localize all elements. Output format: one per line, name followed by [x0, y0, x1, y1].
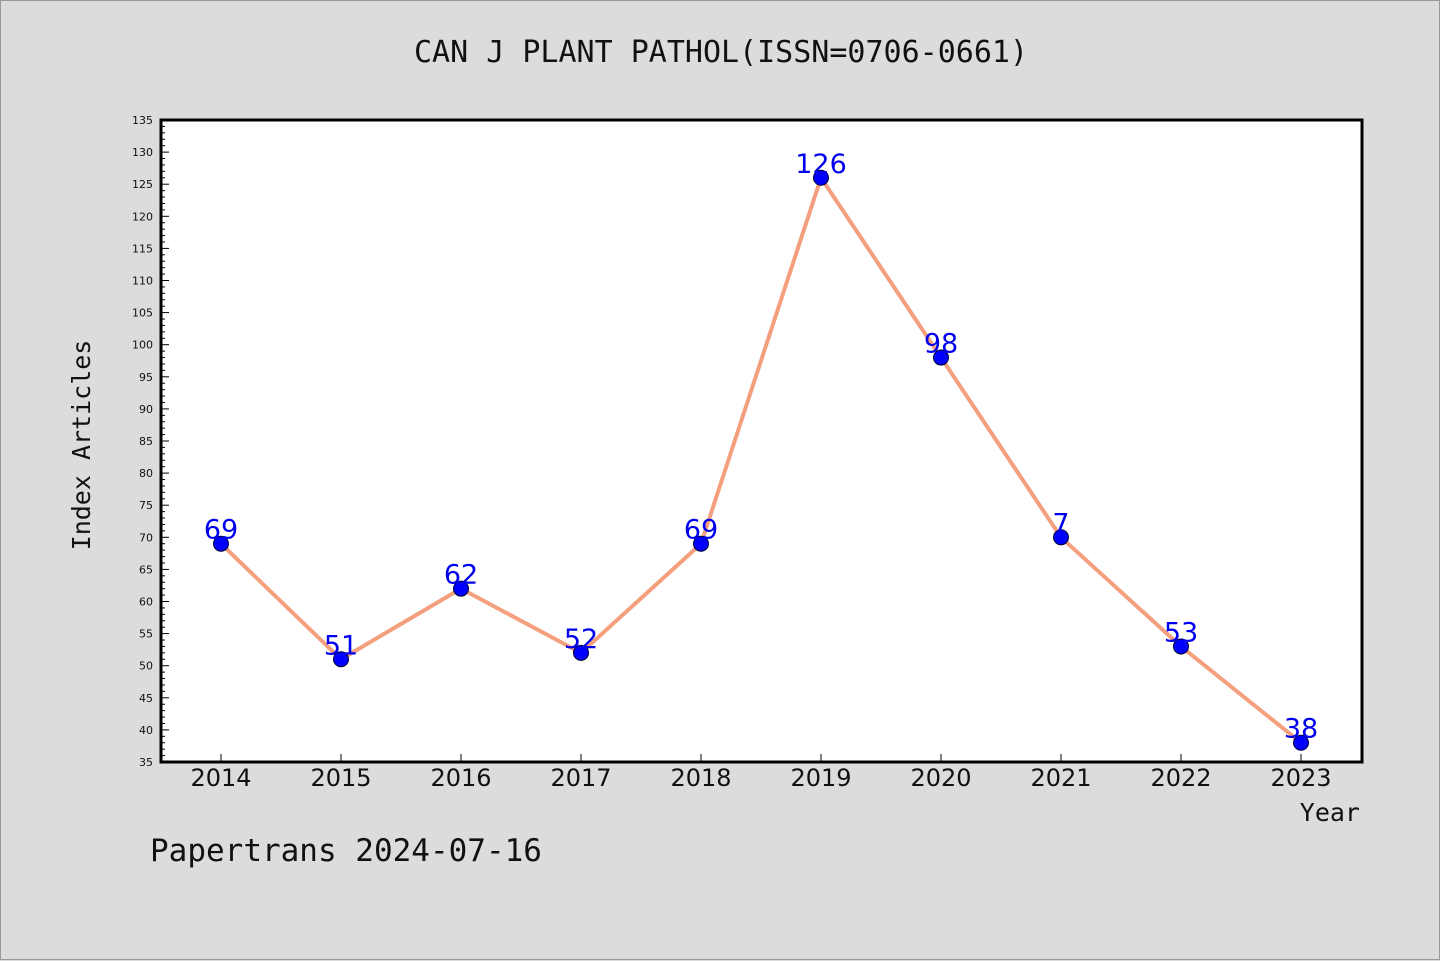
series-line [219, 175, 1303, 745]
data-label: 52 [564, 624, 598, 655]
data-point [213, 535, 229, 552]
x-axis-label: Year [1300, 798, 1360, 827]
x-tick-label: 2019 [790, 764, 851, 792]
data-point [693, 535, 709, 552]
y-tick-label: 105 [132, 307, 153, 320]
data-label: 98 [924, 329, 958, 360]
x-tick-label: 2022 [1150, 764, 1211, 792]
data-label: 53 [1164, 617, 1198, 648]
data-point [933, 349, 949, 366]
data-label: 126 [795, 149, 847, 180]
y-tick-label: 75 [139, 499, 153, 512]
data-label: 7 [1052, 508, 1069, 539]
x-tick-label: 2021 [1030, 764, 1091, 792]
y-tick-label: 65 [139, 563, 153, 576]
y-tick-label: 85 [139, 435, 153, 448]
y-tick-label: 130 [132, 146, 153, 159]
y-tick-label: 135 [132, 114, 153, 127]
data-point [333, 651, 349, 668]
footer-note: Papertrans 2024-07-16 [150, 833, 542, 869]
y-tick-label: 110 [132, 275, 153, 288]
x-tick-label: 2023 [1270, 764, 1331, 792]
y-tick-label: 55 [139, 628, 153, 641]
data-label: 69 [684, 515, 718, 546]
y-tick-label: 115 [132, 242, 153, 255]
data-label: 62 [444, 560, 478, 591]
y-tick-label: 70 [139, 531, 153, 544]
x-tick-label: 2014 [190, 764, 251, 792]
y-tick-label: 60 [139, 596, 153, 609]
x-tick-label: 2016 [430, 764, 491, 792]
x-tick-label: 2017 [550, 764, 611, 792]
data-point [453, 580, 469, 597]
y-tick-label: 125 [132, 178, 153, 191]
data-point [813, 169, 829, 186]
y-tick-label: 40 [139, 724, 153, 737]
data-label: 38 [1284, 714, 1318, 745]
y-tick-label: 95 [139, 371, 153, 384]
y-tick-label: 35 [139, 756, 153, 769]
plot-area [161, 120, 1362, 762]
data-point [1293, 734, 1309, 751]
y-tick-label: 45 [139, 692, 153, 705]
plot-frame [159, 118, 1364, 764]
y-tick-label: 80 [139, 467, 153, 480]
y-tick-label: 100 [132, 339, 153, 352]
x-tick-label: 2015 [310, 764, 371, 792]
data-point [1053, 529, 1069, 546]
y-tick-label: 50 [139, 660, 153, 673]
x-tick-label: 2020 [910, 764, 971, 792]
chart-title: CAN J PLANT PATHOL(ISSN=0706-0661) [413, 35, 1029, 70]
data-point [573, 644, 589, 661]
x-tick-label: 2018 [670, 764, 731, 792]
data-label: 69 [204, 515, 238, 546]
y-axis-label: Index Articles [67, 340, 96, 551]
data-label: 51 [324, 630, 358, 661]
y-tick-label: 120 [132, 210, 153, 223]
data-point [1173, 638, 1189, 655]
y-tick-label: 90 [139, 403, 153, 416]
